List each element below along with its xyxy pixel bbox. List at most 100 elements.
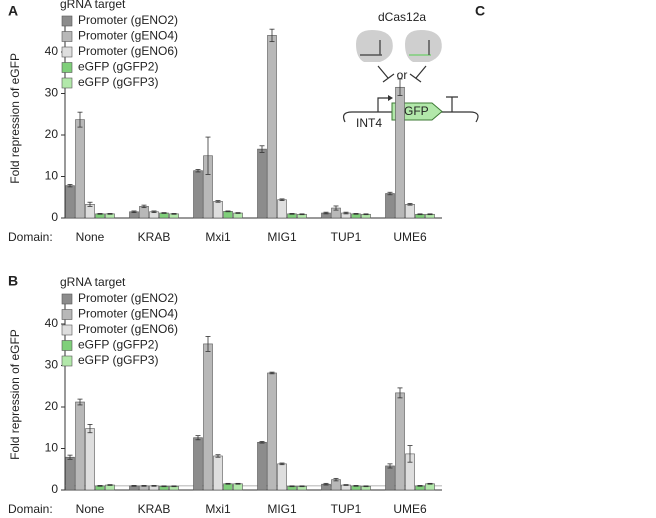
error-bar: [225, 482, 231, 485]
legend-title: gRNA target: [60, 0, 126, 11]
legend-swatch: [61, 62, 73, 73]
bar: [65, 185, 75, 219]
x-tick-label: None: [76, 502, 105, 516]
x-tick-label: KRAB: [138, 230, 171, 244]
legend-label: eGFP (gGFP3): [78, 353, 158, 367]
bar: [385, 193, 395, 219]
bar: [405, 204, 415, 219]
legend-label: Promoter (gENO2): [78, 291, 178, 305]
legend-label: Promoter (gENO2): [78, 13, 178, 27]
legend-swatch: [61, 293, 73, 305]
bar: [425, 483, 435, 491]
y-tick-label: 0: [51, 210, 58, 224]
error-bar: [417, 485, 423, 487]
legend-label: eGFP (gGFP3): [78, 75, 158, 89]
guide-rna: [360, 40, 382, 56]
x-axis-label: Domain:: [8, 230, 53, 244]
error-bar: [215, 200, 221, 203]
error-bar: [427, 482, 433, 485]
bar: [75, 119, 85, 219]
legend-swatch: [61, 324, 73, 336]
error-bar: [279, 462, 285, 466]
error-bar: [387, 191, 393, 196]
terminator: [446, 96, 458, 112]
panel-label: A: [8, 3, 18, 19]
error-bar: [131, 485, 137, 487]
x-tick-label: Mxi1: [205, 502, 231, 516]
error-bar: [427, 213, 433, 216]
legend-title: gRNA target: [60, 275, 126, 289]
promoter-arrow: [377, 97, 390, 112]
error-bar: [417, 213, 423, 216]
error-bar: [67, 183, 73, 188]
x-tick-label: KRAB: [138, 502, 171, 516]
y-tick-label: 20: [45, 127, 59, 141]
gene-label: eGFP: [397, 104, 428, 118]
bar: [277, 463, 287, 491]
bar: [257, 148, 267, 219]
error-bar: [299, 485, 305, 488]
y-tick-label: 30: [45, 86, 59, 100]
bar: [213, 201, 223, 219]
legend-label: Promoter (gENO6): [78, 322, 178, 336]
bar: [193, 437, 203, 491]
y-tick-label: 20: [45, 399, 59, 413]
x-axis-label: Domain:: [8, 502, 53, 516]
x-tick-label: TUP1: [331, 502, 362, 516]
locus-label: INT4: [356, 116, 382, 130]
error-bar: [225, 210, 231, 213]
bar: [277, 199, 287, 219]
y-tick-label: 30: [45, 358, 59, 372]
error-bar: [259, 145, 265, 153]
error-bar: [141, 204, 147, 209]
error-bar: [235, 482, 241, 485]
error-bar: [67, 454, 73, 460]
bar: [75, 401, 85, 491]
error-bar: [397, 78, 403, 96]
error-bar: [343, 211, 349, 215]
error-bar: [363, 485, 369, 488]
error-bar: [289, 213, 295, 215]
error-bar: [141, 485, 147, 487]
y-tick-label: 40: [45, 44, 59, 58]
bar: [223, 211, 233, 219]
error-bar: [387, 463, 393, 469]
error-bar: [151, 485, 157, 487]
bar: [257, 441, 267, 491]
y-axis-label: Fold repression of eGFP: [8, 53, 22, 184]
promoter-arrow: [388, 95, 393, 101]
error-bar: [171, 485, 177, 488]
panel-label: C: [475, 3, 485, 19]
bar: [223, 483, 233, 491]
error-bar: [97, 485, 103, 487]
cas12a-icon: [405, 30, 442, 62]
inhibition: [409, 65, 427, 83]
legend-label: Promoter (gENO4): [78, 29, 178, 43]
error-bar: [235, 212, 241, 214]
legend-label: Promoter (gENO6): [78, 44, 178, 58]
error-bar: [269, 371, 275, 375]
y-tick-label: 40: [45, 316, 59, 330]
error-bar: [131, 210, 137, 214]
error-bar: [363, 213, 369, 216]
bar: [65, 456, 75, 491]
error-bar: [195, 169, 201, 173]
error-bar: [407, 203, 413, 206]
bar: [267, 35, 277, 219]
legend-swatch: [61, 355, 73, 367]
x-tick-label: TUP1: [331, 230, 362, 244]
error-bar: [161, 212, 167, 214]
error-bar: [333, 477, 339, 482]
bar: [85, 428, 95, 491]
x-tick-label: Mxi1: [205, 230, 231, 244]
error-bar: [87, 424, 93, 434]
error-bar: [151, 210, 157, 214]
bar: [193, 170, 203, 219]
y-axis-label: Fold repression of eGFP: [8, 329, 22, 460]
error-bar: [195, 435, 201, 441]
error-bar: [205, 336, 211, 352]
x-tick-label: None: [76, 230, 105, 244]
bar: [139, 206, 149, 219]
legend-swatch: [61, 46, 73, 58]
error-bar: [171, 213, 177, 215]
